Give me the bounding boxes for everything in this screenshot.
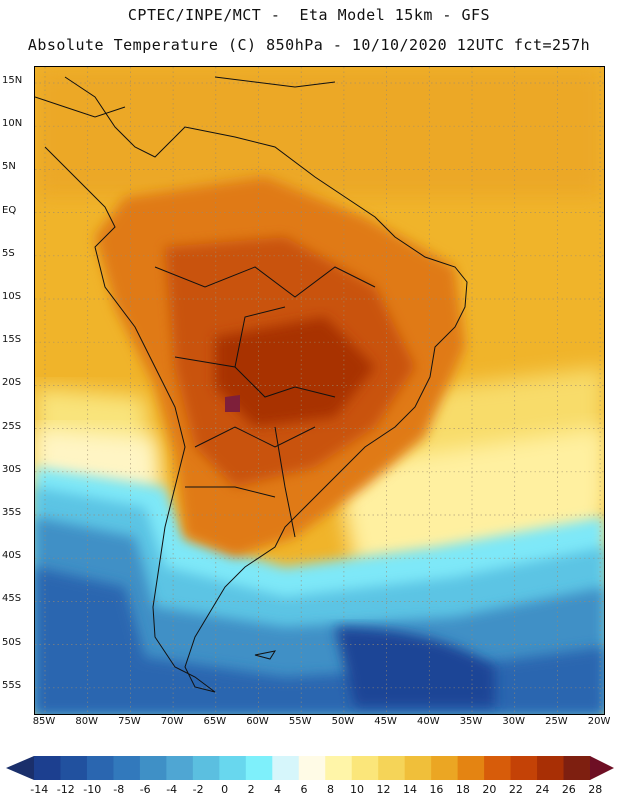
- lon-label: 50W: [331, 716, 355, 727]
- colorbar-swatch: [113, 756, 141, 780]
- lat-label: 30S: [2, 463, 22, 475]
- colorbar-swatch: [563, 756, 591, 780]
- map-title: CPTEC/INPE/MCT - Eta Model 15km - GFS: [127, 6, 491, 24]
- colorbar-swatch: [86, 756, 114, 780]
- colorbar-swatch: [219, 756, 247, 780]
- colorbar-swatch: [510, 756, 538, 780]
- colorbar-swatch: [298, 756, 326, 780]
- lat-label: 50S: [2, 636, 22, 648]
- map-subtitle: Absolute Temperature (C) 850hPa - 10/10/…: [27, 36, 591, 54]
- lat-label: 15N: [2, 75, 23, 86]
- colorbar-label: 2: [247, 783, 255, 796]
- lat-label: 5N: [2, 161, 16, 173]
- lon-label: 45W: [374, 716, 397, 727]
- colorbar-label: 14: [402, 783, 417, 796]
- lat-label: 20S: [2, 377, 22, 389]
- colorbar-swatch: [404, 756, 432, 780]
- lon-label: 80W: [75, 716, 98, 727]
- lon-label: 55W: [288, 716, 312, 727]
- colorbar-label: 16: [429, 783, 444, 796]
- colorbar-label: -6: [139, 783, 151, 796]
- lat-label: 5S: [2, 247, 15, 259]
- colorbar: [0, 750, 618, 786]
- lat-label: 40S: [2, 550, 22, 562]
- lat-label: 25S: [2, 420, 22, 432]
- colorbar-swatch: [325, 756, 353, 780]
- colorbar-swatch: [166, 756, 194, 780]
- colorbar-label: -4: [166, 783, 178, 796]
- colorbar-swatch: [537, 756, 565, 780]
- lon-label: 20W: [587, 716, 611, 727]
- colorbar-under-arrow: [6, 756, 34, 780]
- lat-label: 55S: [2, 679, 22, 691]
- lon-label: 35W: [459, 716, 483, 727]
- temperature-map[interactable]: [34, 66, 605, 715]
- lon-label: 70W: [160, 716, 184, 727]
- lon-label: 60W: [246, 716, 269, 727]
- colorbar-swatch: [484, 756, 512, 780]
- coastline: [35, 76, 468, 693]
- lat-label: 10S: [2, 291, 22, 302]
- colorbar-swatch: [34, 756, 61, 780]
- colorbar-label: 26: [561, 783, 576, 796]
- colorbar-label: -14: [30, 783, 49, 796]
- lon-label: 40W: [416, 716, 440, 727]
- graticule: [35, 67, 604, 714]
- colorbar-over-arrow: [590, 756, 614, 780]
- temperature-field: [35, 67, 604, 714]
- colorbar-swatch: [378, 756, 406, 780]
- colorbar-label: 12: [376, 783, 391, 796]
- lat-label: 35S: [2, 507, 22, 518]
- colorbar-swatch: [60, 756, 88, 780]
- lat-label: 15S: [2, 334, 22, 346]
- lat-label: 10N: [2, 118, 23, 130]
- colorbar-swatch: [457, 756, 485, 780]
- lon-label: 30W: [502, 716, 525, 727]
- colorbar-swatch: [245, 756, 273, 780]
- colorbar-label: -8: [113, 783, 125, 796]
- colorbar-label: -10: [83, 783, 102, 796]
- colorbar-label: 18: [455, 783, 470, 796]
- colorbar-label: 4: [274, 783, 282, 796]
- colorbar-swatch: [431, 756, 459, 780]
- lon-label: 65W: [203, 716, 227, 727]
- lat-label: 45S: [2, 593, 22, 605]
- colorbar-label: 6: [300, 783, 308, 796]
- colorbar-label: 24: [535, 783, 550, 796]
- lon-label: 85W: [32, 716, 56, 727]
- colorbar-label: 10: [350, 783, 364, 796]
- colorbar-label: 20: [482, 783, 497, 796]
- colorbar-label: -2: [192, 783, 204, 796]
- colorbar-swatch: [351, 756, 379, 780]
- colorbar-swatch: [192, 756, 220, 780]
- colorbar-swatch: [139, 756, 167, 780]
- colorbar-label: 8: [327, 783, 335, 796]
- lat-label: EQ: [2, 204, 17, 216]
- colorbar-label: -12: [56, 783, 75, 796]
- lon-label: 75W: [118, 716, 141, 727]
- lon-label: 25W: [545, 716, 568, 727]
- colorbar-swatch: [272, 756, 300, 780]
- colorbar-label: 0: [221, 783, 229, 796]
- colorbar-label: 22: [508, 783, 523, 796]
- colorbar-label: 28: [588, 783, 603, 796]
